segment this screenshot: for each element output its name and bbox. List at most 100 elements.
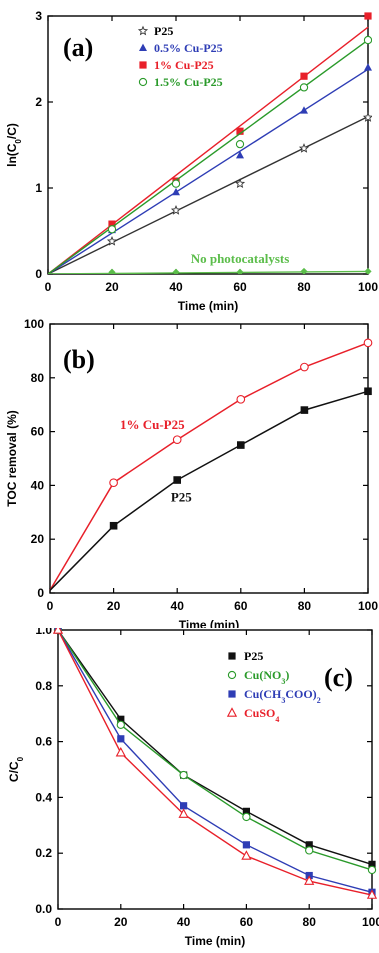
- data-point: [106, 235, 118, 246]
- chart-panel-c: 0 20 40 60 80 100 0.0 0.2 0.4 0.6 0.8 1.0 Time (min)…: [0, 628, 379, 953]
- chart-c-svg: 0 20 40 60 80 100 0.0 0.2 0.4 0.6 0.8 1.0 Time (min)…: [7, 628, 379, 948]
- x-tick-label: 100: [358, 599, 378, 613]
- data-point: [368, 860, 376, 868]
- chart-panel-a: 0 20 40 60 80 100 0 1 2 3 Time (min) ln(C0/C) (a) P25…: [0, 0, 379, 316]
- data-point: [236, 150, 244, 159]
- data-point: [300, 106, 308, 114]
- y-tick-label: 1: [35, 181, 42, 195]
- data-point: [366, 889, 378, 899]
- series-3: [48, 35, 372, 274]
- series-1: [48, 63, 372, 274]
- data-point: [299, 83, 309, 92]
- y-tick-label: 20: [31, 532, 45, 546]
- series-3: [52, 628, 378, 899]
- x-axis-title: Time (min): [179, 618, 239, 628]
- y-tick-label: 0: [35, 267, 42, 281]
- data-point: [235, 139, 245, 149]
- data-point: [108, 268, 116, 274]
- data-point: [109, 478, 118, 488]
- legend-marker: [139, 61, 147, 69]
- data-point: [363, 338, 373, 348]
- data-point: [107, 225, 117, 234]
- y-tick-label: 2: [35, 95, 42, 109]
- series-line: [49, 342, 369, 591]
- data-point: [300, 72, 308, 80]
- series-annotation: P25: [171, 490, 192, 505]
- panel-label: (b): [63, 345, 95, 374]
- legend-label: 0.5% Cu-P25: [154, 41, 223, 55]
- legend-marker: [226, 707, 238, 717]
- series-4: [48, 267, 372, 274]
- fit-line: [48, 26, 369, 274]
- data-point: [305, 841, 313, 849]
- data-point: [362, 112, 372, 122]
- y-axis-title: TOC removal (%): [5, 410, 19, 506]
- legend-label: Cu(NO3): [244, 668, 289, 686]
- x-tick-label: 60: [234, 599, 248, 613]
- data-point: [364, 63, 372, 71]
- data-point: [109, 521, 118, 530]
- data-point: [236, 394, 246, 404]
- chart-panel-b: 0 20 40 60 80 100 0 20 40 60 80 100 Time (min) TOC re…: [0, 316, 379, 628]
- y-tick-label: 0.8: [35, 679, 52, 693]
- legend-marker: [228, 690, 236, 698]
- data-point: [172, 268, 180, 274]
- legend-marker: [228, 652, 236, 660]
- data-point: [116, 720, 125, 730]
- data-point: [305, 846, 314, 855]
- data-point: [304, 875, 315, 885]
- series-0: [49, 338, 373, 591]
- y-axis-title: C/C0: [7, 756, 25, 782]
- x-axis-title: Time (min): [178, 299, 238, 313]
- x-tick-label: 0: [45, 280, 52, 294]
- legend-label: P25: [154, 24, 173, 38]
- x-tick-label: 80: [298, 599, 312, 613]
- y-tick-label: 3: [35, 9, 42, 23]
- series-line: [49, 390, 369, 591]
- axes: 0 20 40 60 80 100 0.0 0.2 0.4 0.6 0.8 1.0 Time (min)…: [7, 628, 379, 948]
- y-tick-label: 0.2: [35, 846, 52, 860]
- data-point: [364, 12, 372, 20]
- y-tick-label: 0.0: [35, 902, 52, 916]
- legend-label: Cu(CH3COO)2: [244, 687, 321, 705]
- legend-marker: [137, 25, 149, 36]
- x-axis-title: Time (min): [185, 934, 245, 948]
- fit-line: [48, 39, 369, 274]
- legend-label: P25: [244, 649, 263, 663]
- legend-label: 1% Cu-P25: [154, 58, 214, 72]
- chart-a-svg: 0 20 40 60 80 100 0 1 2 3 Time (min) ln(C0/C) (a) P25…: [5, 9, 378, 313]
- data-point: [178, 808, 189, 818]
- y-tick-label: 0.4: [35, 790, 52, 804]
- y-tick-label: 100: [24, 317, 44, 331]
- data-point: [363, 35, 372, 45]
- data-point: [117, 735, 125, 743]
- legend-label: 1.5% Cu-P25: [154, 75, 223, 89]
- data-point: [242, 807, 250, 815]
- x-tick-label: 20: [107, 599, 121, 613]
- x-tick-label: 100: [358, 280, 378, 294]
- legend-marker: [227, 670, 237, 680]
- x-tick-label: 20: [114, 915, 128, 929]
- data-point: [241, 850, 252, 860]
- series-1: [49, 387, 372, 591]
- x-tick-label: 80: [303, 915, 317, 929]
- x-tick-label: 40: [171, 599, 185, 613]
- series-line: [57, 629, 373, 866]
- data-point: [237, 441, 245, 449]
- data-point: [236, 127, 244, 135]
- plot-frame: [57, 629, 373, 910]
- legend-marker: [138, 77, 148, 87]
- legend-label: CuSO4: [244, 706, 279, 724]
- data-point: [170, 204, 182, 215]
- data-point: [117, 715, 125, 723]
- data-point: [173, 476, 181, 484]
- data-point: [234, 178, 246, 189]
- data-point: [364, 267, 372, 274]
- y-axis-title: ln(C0/C): [5, 123, 23, 167]
- series-0: [48, 112, 372, 274]
- x-tick-label: 40: [169, 280, 183, 294]
- y-tick-label: 1.0: [35, 628, 52, 637]
- data-point: [300, 362, 309, 372]
- panel-label: (a): [63, 33, 93, 62]
